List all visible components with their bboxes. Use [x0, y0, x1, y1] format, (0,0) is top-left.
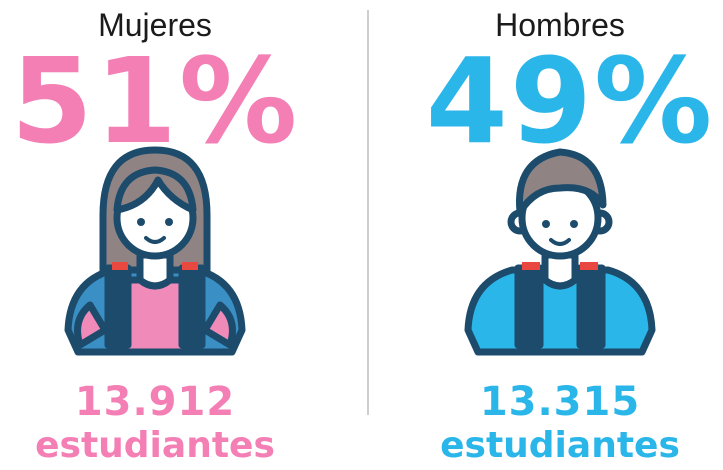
boy-icon [468, 152, 652, 352]
count: 13.315 [480, 379, 640, 425]
count: 13.912 [75, 379, 235, 425]
infographic: Mujeres 51% 13.912 estudiantes Hombres 4… [0, 0, 723, 470]
percent: 49% [426, 32, 714, 170]
panel-men: Hombres 49% 13.315 estudiantes [426, 7, 714, 466]
unit: estudiantes [35, 425, 275, 466]
unit: estudiantes [440, 425, 680, 466]
panel-women: Mujeres 51% 13.912 estudiantes [11, 7, 299, 466]
girl-icon [68, 150, 242, 352]
